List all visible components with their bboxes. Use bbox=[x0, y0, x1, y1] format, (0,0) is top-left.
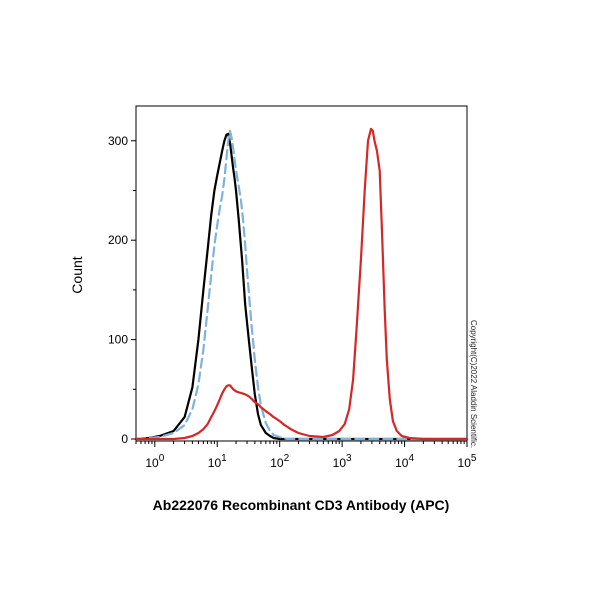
x-tick-label: 102 bbox=[270, 453, 289, 470]
y-axis-title: Count bbox=[69, 256, 85, 293]
plot-frame bbox=[135, 105, 468, 442]
series-layer bbox=[134, 127, 469, 441]
histogram-series-1 bbox=[134, 132, 469, 441]
x-axis: 100 101 102 103 104 105 bbox=[135, 441, 477, 470]
x-tick-label: 104 bbox=[395, 453, 414, 470]
y-tick-label: 200 bbox=[108, 233, 128, 247]
x-tick-label: 105 bbox=[458, 453, 477, 470]
y-tick-label: 300 bbox=[108, 134, 128, 148]
x-tick-label: 100 bbox=[145, 453, 164, 470]
x-tick-label: 103 bbox=[333, 453, 352, 470]
copyright-notice: Copyright(C)2022 Aladdin Scientific. bbox=[469, 320, 478, 449]
y-tick-label: 100 bbox=[108, 333, 128, 347]
histogram-series-3 bbox=[134, 127, 469, 441]
x-tick-label: 101 bbox=[208, 453, 227, 470]
x-axis-title: Ab222076 Recombinant CD3 Antibody (APC) bbox=[153, 497, 450, 513]
y-axis: 0 100 200 300 bbox=[108, 134, 136, 446]
histogram-series-2 bbox=[134, 129, 469, 441]
y-tick-label: 0 bbox=[121, 432, 128, 446]
